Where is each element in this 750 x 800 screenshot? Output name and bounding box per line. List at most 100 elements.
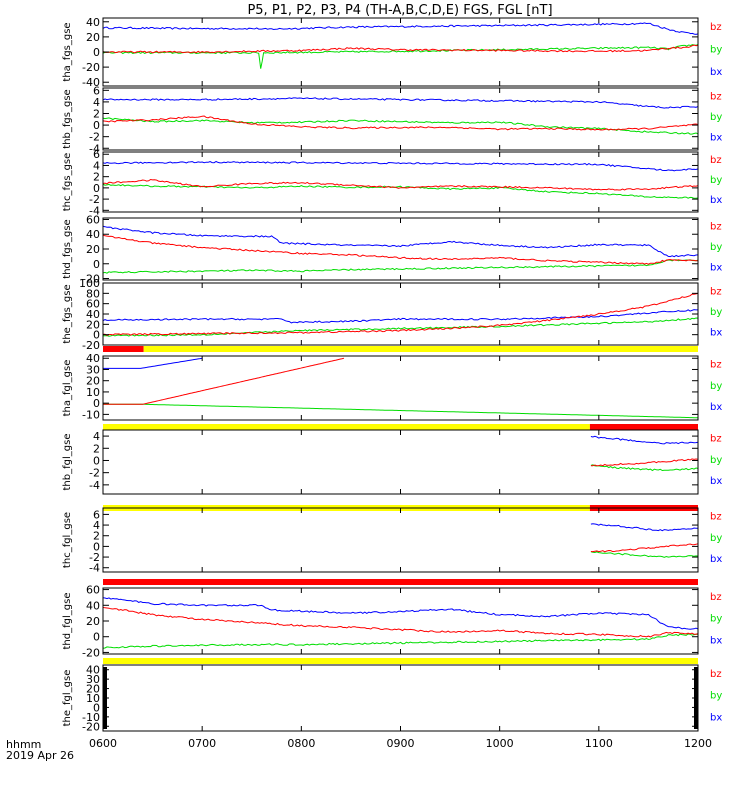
- legend-bx: bx: [710, 67, 722, 78]
- series-bz-line: [103, 234, 698, 265]
- state-bar-segment: [103, 658, 698, 664]
- data-gap-left: [103, 667, 107, 729]
- y-tick-label: 4: [93, 519, 100, 532]
- y-tick-label: -4: [89, 142, 100, 155]
- legend-bz: bz: [710, 286, 722, 297]
- y-tick-label: 40: [86, 352, 100, 365]
- series-bx-line: [103, 597, 698, 630]
- panel-ylabel: thc_fgl_gse: [62, 512, 73, 568]
- legend-bx: bx: [710, 554, 722, 565]
- y-tick-label: -40: [82, 76, 100, 89]
- y-tick-label: 2: [93, 107, 100, 120]
- y-tick-label: -10: [82, 711, 100, 724]
- y-tick-label: 0: [93, 631, 100, 644]
- panel-1: -40 -20 0 20 40 tha_fgs_gse bz by bx: [62, 16, 722, 89]
- y-tick-label: 0: [93, 454, 100, 467]
- panel-frame: [102, 587, 699, 655]
- y-tick-label: 0: [93, 329, 100, 342]
- series-bz-line: [103, 115, 698, 131]
- series-bx-line: [590, 523, 698, 532]
- legend-bz: bz: [710, 155, 722, 166]
- series-by-line: [590, 464, 698, 472]
- x-axis: 0600 0700 0800 0900 1000 1100 1200: [89, 737, 712, 750]
- panel-frame: [102, 664, 699, 732]
- legend-bz: bz: [710, 592, 722, 603]
- y-tick-label: 2: [93, 171, 100, 184]
- y-tick-label: 0: [93, 119, 100, 132]
- legend-bz: bz: [710, 91, 722, 102]
- y-tick-label: -20: [82, 339, 100, 352]
- legend-bx: bx: [710, 402, 722, 413]
- y-tick-label: -2: [89, 467, 100, 480]
- legend-by: by: [710, 455, 722, 466]
- panel-ylabel: tha_fgl_gse: [62, 360, 73, 417]
- legend-bx: bx: [710, 132, 722, 143]
- y-tick-label: 10: [86, 386, 100, 399]
- series-bz-line: [590, 543, 698, 553]
- y-tick-label: -20: [82, 61, 100, 74]
- y-tick-label: 20: [86, 615, 100, 628]
- footer-date: 2019 Apr 26: [6, 749, 74, 762]
- legend-bx: bx: [710, 327, 722, 338]
- series-bz-line: [103, 292, 698, 336]
- y-tick-label: 0: [93, 540, 100, 553]
- y-tick-label: 40: [86, 16, 100, 29]
- series-bx-line: [103, 22, 698, 35]
- series-bz-line: [103, 44, 698, 54]
- y-tick-label: 100: [79, 277, 100, 290]
- series-by-line: [590, 551, 698, 558]
- y-tick-label: 0: [93, 701, 100, 714]
- y-tick-label: 20: [86, 243, 100, 256]
- state-bar-segment: [103, 424, 590, 430]
- y-tick-label: 0: [93, 182, 100, 195]
- panel-frame: [102, 429, 699, 495]
- y-tick-label: 2: [93, 530, 100, 543]
- y-tick-label: 30: [86, 673, 100, 686]
- legend-bx: bx: [710, 712, 722, 723]
- y-tick-label: -2: [89, 131, 100, 144]
- y-tick-label: 20: [86, 318, 100, 331]
- panel-4: -20 0 20 40 60 thd_fgs_gse bz by bx: [62, 213, 722, 285]
- panel-frame: [102, 507, 699, 573]
- state-bar-segment: [103, 579, 698, 585]
- state-bar-segment: [143, 346, 699, 352]
- series-bx-line: [103, 357, 203, 369]
- legend-by: by: [710, 381, 722, 392]
- legend-by: by: [710, 45, 722, 56]
- y-tick-label: 2: [93, 442, 100, 455]
- y-tick-label: 0: [93, 258, 100, 271]
- panel-ylabel: thd_fgl_gse: [62, 593, 73, 650]
- series-bx-line: [103, 160, 698, 172]
- panel-ylabel: thb_fgl_gse: [62, 434, 73, 491]
- y-tick-label: 4: [93, 430, 100, 443]
- figure-title: P5, P1, P2, P3, P4 (TH-A,B,C,D,E) FGS, F…: [247, 3, 552, 18]
- series-by-line: [103, 43, 698, 69]
- legend-bx: bx: [710, 476, 722, 487]
- legend-by: by: [710, 242, 722, 253]
- y-tick-label: -4: [89, 562, 100, 575]
- y-tick-label: 4: [93, 96, 100, 109]
- panel-ylabel: thb_fgs_gse: [62, 89, 73, 148]
- series-bx-line: [103, 225, 698, 258]
- data-gap-right: [694, 667, 698, 729]
- y-tick-label: 60: [86, 298, 100, 311]
- y-tick-label: 60: [86, 584, 100, 597]
- panel-frame: [102, 87, 699, 151]
- series-bz-line: [103, 178, 698, 191]
- y-tick-label: 20: [86, 31, 100, 44]
- legend-bx: bx: [710, 635, 722, 646]
- panel-ylabel: the_fgl_gse: [62, 670, 73, 727]
- legend-bx: bx: [710, 195, 722, 206]
- legend-bz: bz: [710, 22, 722, 33]
- y-tick-label: -10: [82, 408, 100, 421]
- y-tick-label: -20: [82, 720, 100, 733]
- y-tick-label: 80: [86, 287, 100, 300]
- legend-by: by: [710, 614, 722, 625]
